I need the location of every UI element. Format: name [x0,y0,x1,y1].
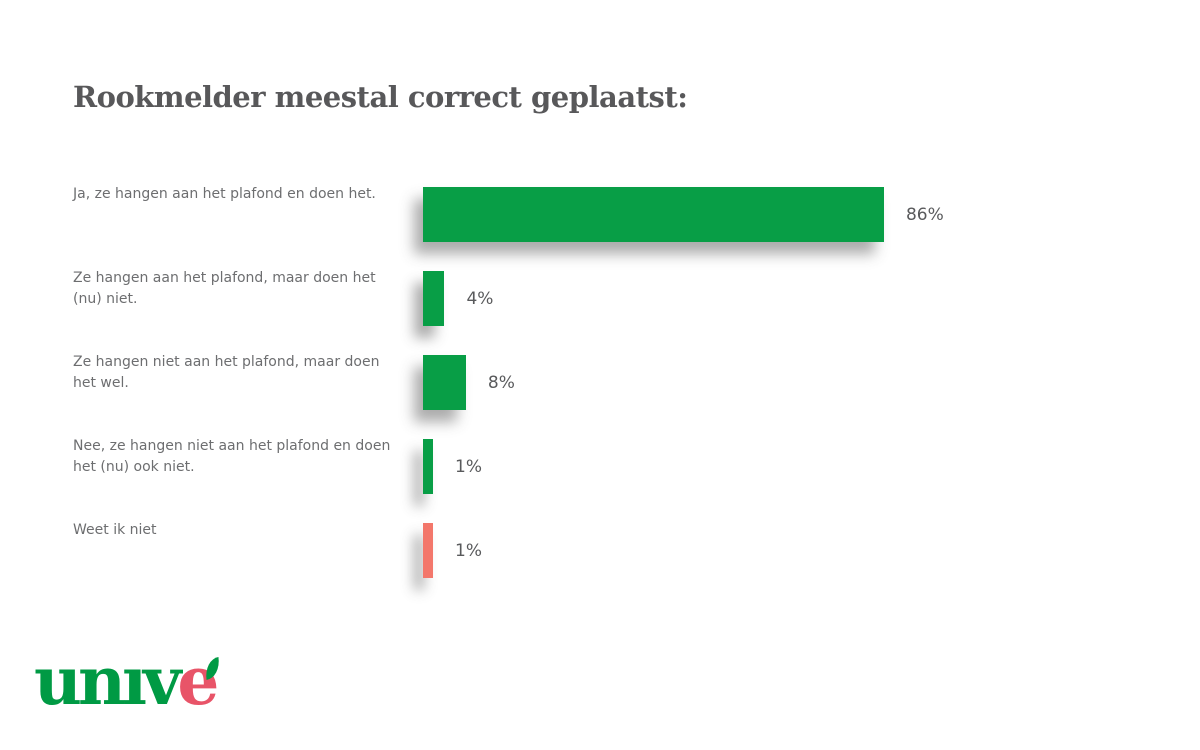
value-label: 86% [905,204,944,225]
value-label: 4% [466,288,494,309]
category-label: Ze hangen aan het plafond, maar doen het… [73,270,376,307]
bar [423,355,466,410]
category-label: Ja, ze hangen aan het plafond en doen he… [73,186,376,202]
chart-row: Ja, ze hangen aan het plafond en doen he… [73,186,1183,242]
bar-track: 4% [423,271,1183,326]
bar-track: 8% [423,355,1183,410]
category-label: Weet ik niet [73,522,157,538]
bar [423,439,433,494]
chart-row: Weet ik niet 1% [73,522,1183,578]
logo-text-e: e [177,648,222,714]
bar [423,271,445,326]
value-label: 1% [455,456,482,477]
chart-row: Ze hangen niet aan het plafond, maar doe… [73,354,1183,410]
value-label: 1% [455,540,482,561]
logo-text-univ: unıv [34,642,181,720]
chart-row: Nee, ze hangen niet aan het plafond en d… [73,438,1183,494]
bar-track: 1% [423,523,1183,578]
unive-logo: unıve [34,648,222,714]
chart-row: Ze hangen aan het plafond, maar doen het… [73,270,1183,326]
bar-chart: Ja, ze hangen aan het plafond en doen he… [73,186,1183,607]
bar-track: 86% [423,187,1183,242]
category-label: Nee, ze hangen niet aan het plafond en d… [73,438,391,475]
value-label: 8% [487,372,515,393]
chart-title: Rookmelder meestal correct geplaatst: [73,80,688,114]
logo-letter-e: e [177,642,220,720]
category-label: Ze hangen niet aan het plafond, maar doe… [73,354,380,391]
bar [423,187,884,242]
bar-track: 1% [423,439,1183,494]
bar [423,523,433,578]
